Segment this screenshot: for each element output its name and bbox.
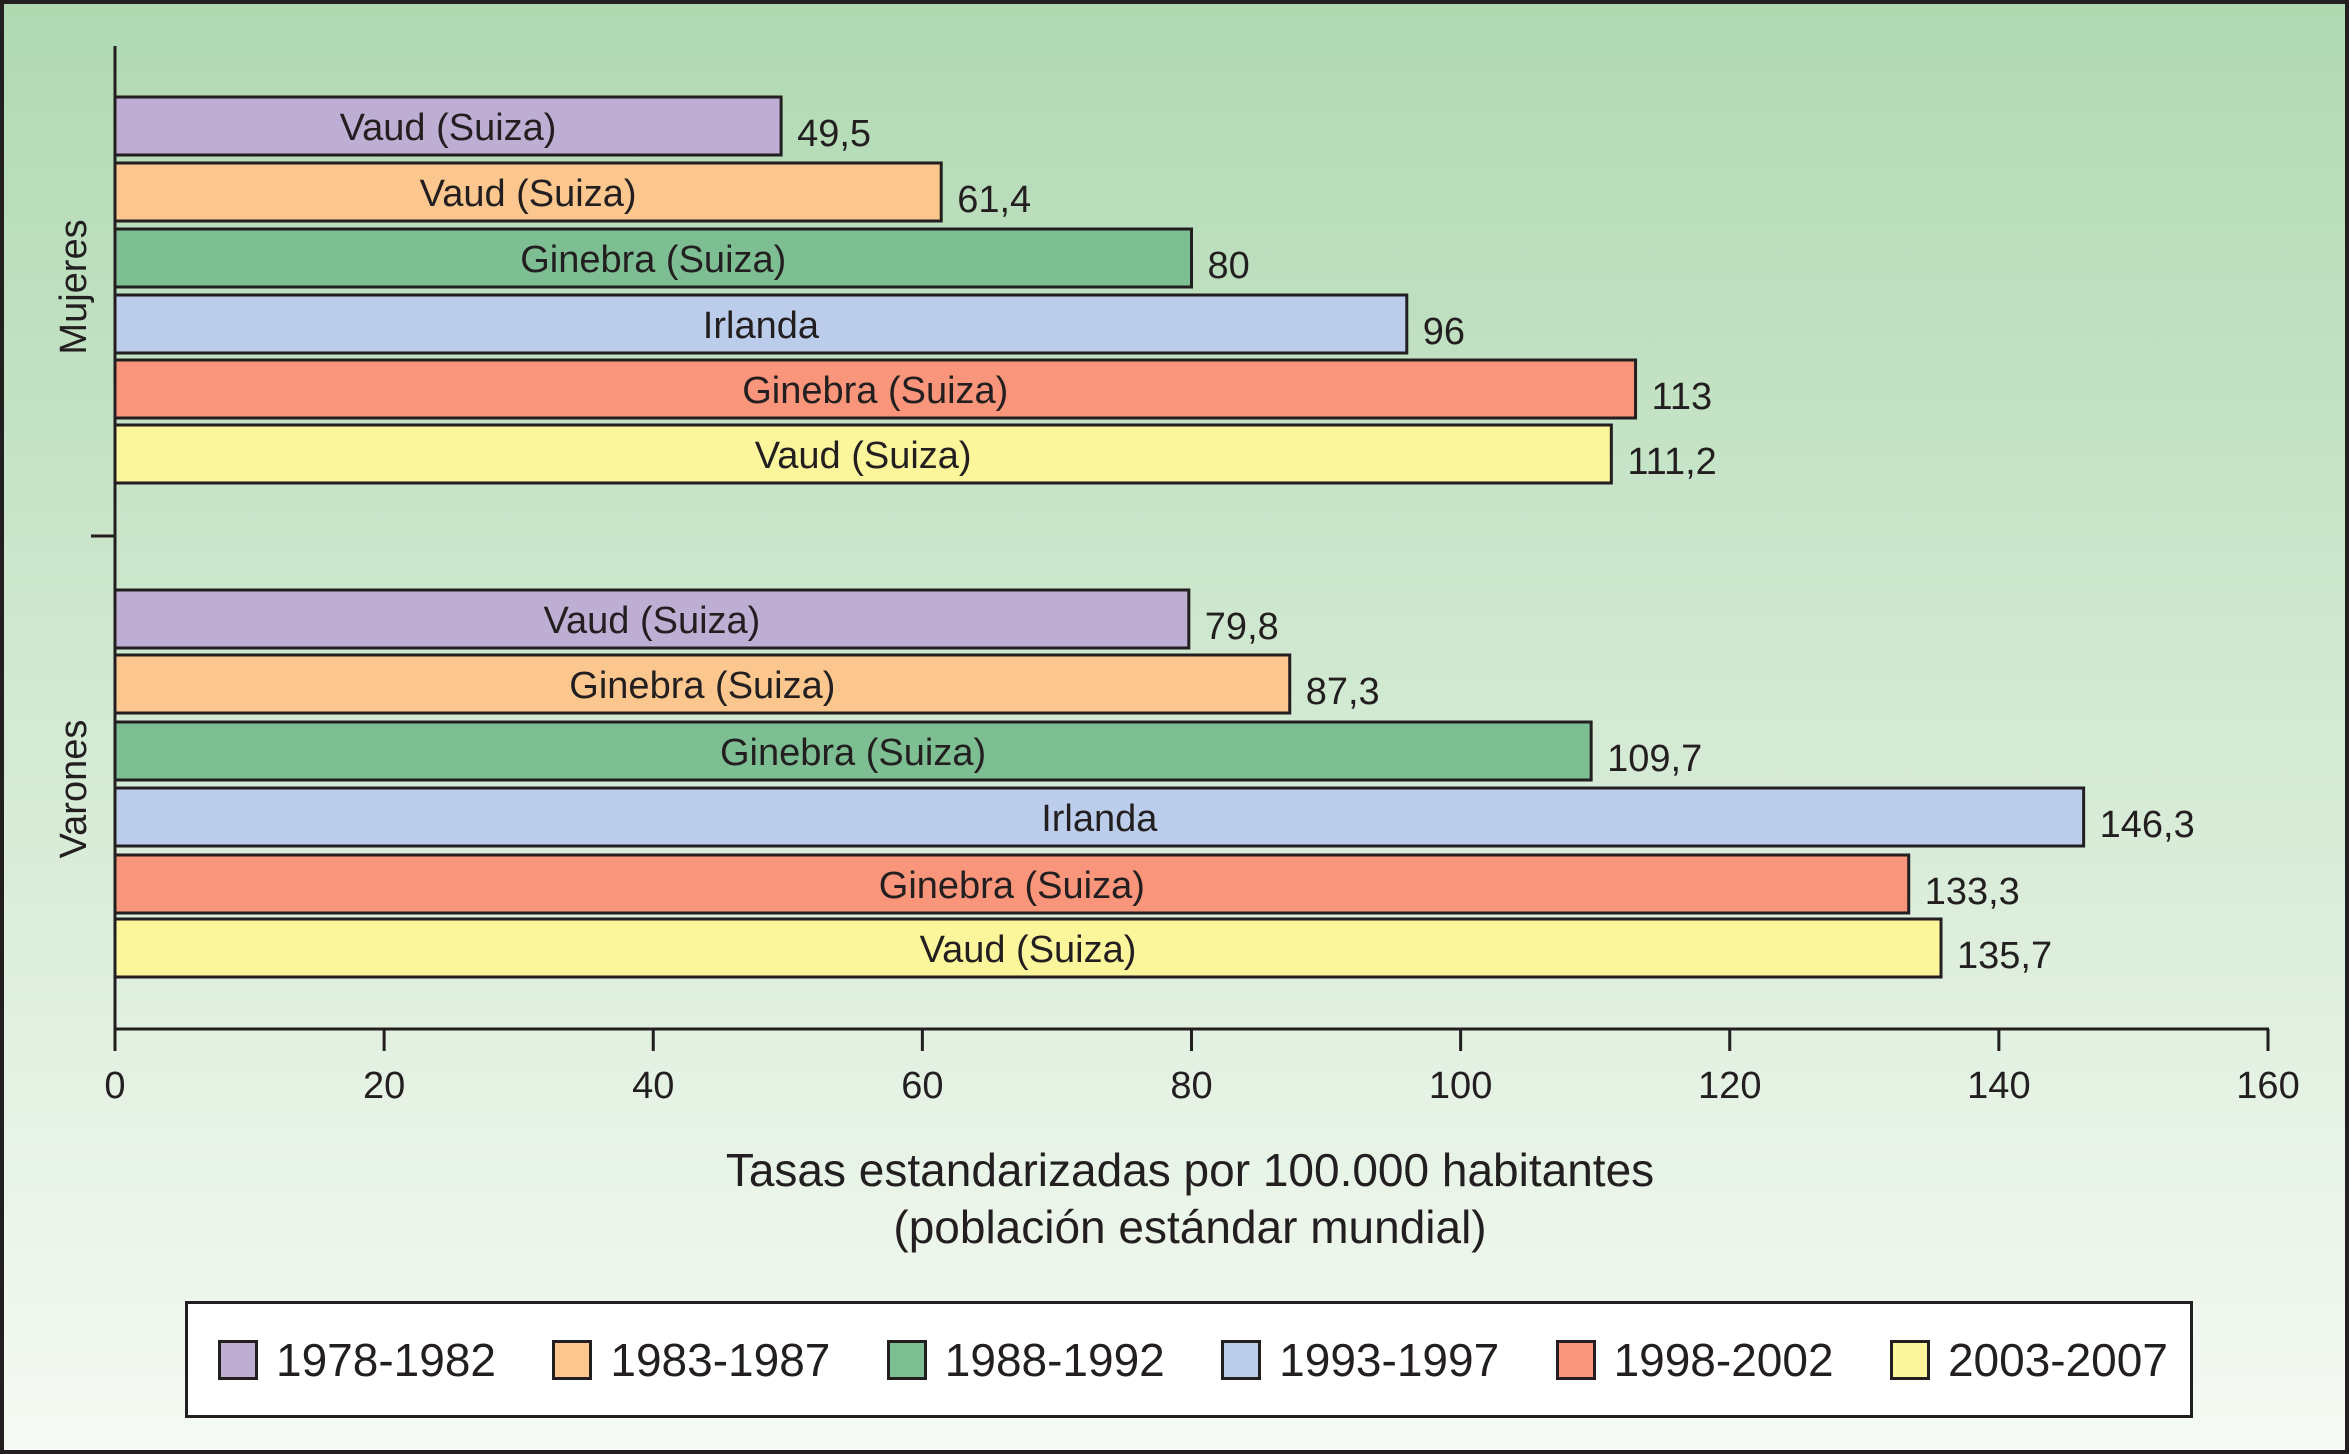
x-tick-label: 20 <box>363 1065 405 1107</box>
bar <box>113 588 1191 650</box>
bar <box>113 358 1638 420</box>
bar-value-label: 79,8 <box>1205 606 1279 648</box>
bar-category-label: Ginebra (Suiza) <box>520 239 786 281</box>
bar-category-label: Ginebra (Suiza) <box>742 370 1008 412</box>
legend: 1978-1982 1983-1987 1988-1992 1993-1997 1998… <box>185 1301 2193 1418</box>
bar <box>113 227 1193 289</box>
legend-swatch <box>1889 1339 1930 1380</box>
bar-value-label: 49,5 <box>797 113 871 155</box>
bar-category-label: Ginebra (Suiza) <box>569 665 835 707</box>
x-tick-label: 100 <box>1429 1065 1492 1107</box>
x-axis-title: Tasas estandarizadas por 100.000 habitan… <box>726 1144 1654 1196</box>
legend-item: 1988-1992 <box>886 1333 1165 1387</box>
bar <box>113 720 1593 782</box>
bar-value-label: 109,7 <box>1607 738 1702 780</box>
bar-category-label: Irlanda <box>703 305 820 347</box>
legend-label: 1978-1982 <box>276 1333 496 1386</box>
x-tick-label: 0 <box>104 1065 125 1107</box>
legend-item: 1993-1997 <box>1221 1333 1499 1387</box>
bar-category-label: Ginebra (Suiza) <box>720 732 986 774</box>
x-tick-label: 140 <box>1967 1065 2030 1107</box>
legend-item: 2003-2007 <box>1889 1333 2168 1387</box>
group-label: Varones <box>53 720 95 859</box>
x-axis-title: (población estándar mundial) <box>893 1201 1486 1253</box>
bar <box>113 161 943 223</box>
bar <box>113 917 1943 979</box>
legend-label: 1998-2002 <box>1613 1333 1834 1386</box>
bar-category-label: Irlanda <box>1041 798 1158 840</box>
bar-value-label: 96 <box>1423 311 1465 353</box>
group-label: Mujeres <box>53 219 95 354</box>
bar <box>113 423 1613 485</box>
legend-label: 1993-1997 <box>1279 1333 1500 1386</box>
legend-label: 1983-1987 <box>610 1333 831 1386</box>
bar-value-label: 146,3 <box>2100 804 2195 846</box>
legend-swatch <box>886 1339 927 1380</box>
legend-swatch <box>552 1339 593 1380</box>
legend-swatch <box>1221 1339 1262 1380</box>
legend-swatch <box>218 1339 258 1380</box>
bar <box>113 853 1911 915</box>
bar <box>113 653 1292 715</box>
bar-value-label: 87,3 <box>1306 671 1380 713</box>
bar-category-label: Vaud (Suiza) <box>755 435 972 477</box>
bar-value-label: 135,7 <box>1957 935 2052 977</box>
bar-value-label: 80 <box>1208 245 1250 287</box>
bar <box>113 786 2086 848</box>
legend-item: 1998-2002 <box>1555 1333 1834 1387</box>
x-tick-label: 60 <box>901 1065 943 1107</box>
bar-value-label: 61,4 <box>957 179 1031 221</box>
bar-value-label: 113 <box>1652 376 1713 418</box>
legend-label: 1988-1992 <box>944 1333 1165 1386</box>
bar-category-label: Vaud (Suiza) <box>420 173 637 215</box>
bar-chart: 0 20 40 60 80 100 120 140 160 Tasas estandarizada… <box>4 4 2345 1450</box>
x-tick-label: 160 <box>2236 1065 2299 1107</box>
legend-swatch <box>1555 1339 1596 1380</box>
x-tick-label: 120 <box>1698 1065 1761 1107</box>
bar <box>113 293 1409 355</box>
bar-category-label: Vaud (Suiza) <box>340 107 557 149</box>
bar-value-label: 111,2 <box>1627 441 1716 483</box>
legend-item: 1978-1982 <box>218 1333 496 1387</box>
legend-label: 2003-2007 <box>1947 1333 2168 1386</box>
bar-value-label: 133,3 <box>1925 871 2020 913</box>
x-tick-label: 40 <box>632 1065 674 1107</box>
bar-category-label: Vaud (Suiza) <box>543 600 760 642</box>
x-tick-label: 80 <box>1170 1065 1212 1107</box>
legend-item: 1983-1987 <box>552 1333 830 1387</box>
bar <box>113 95 783 157</box>
bar-category-label: Ginebra (Suiza) <box>879 865 1145 907</box>
bar-category-label: Vaud (Suiza) <box>920 929 1137 971</box>
